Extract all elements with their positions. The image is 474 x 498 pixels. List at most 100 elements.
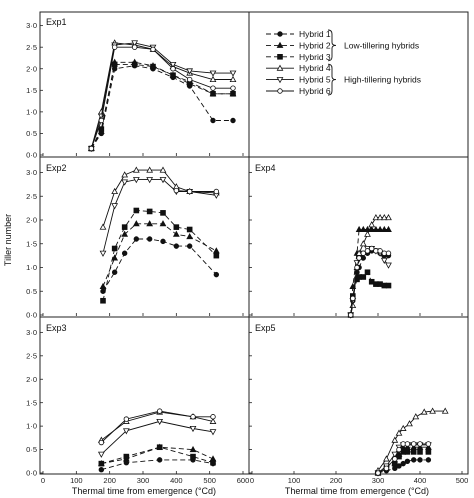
data-point — [348, 312, 354, 318]
data-point — [172, 230, 180, 237]
data-point — [98, 467, 105, 473]
data-point — [229, 70, 237, 77]
data-point — [212, 247, 220, 254]
panel-exp5: Exp5 0 100 200 300 400 500 — [249, 323, 468, 485]
x-tick-label: 100 — [70, 476, 83, 485]
data-point — [385, 262, 392, 269]
series-hybrid-3 — [347, 269, 392, 318]
data-point — [146, 177, 154, 184]
panel-exp4: Exp4 — [249, 163, 463, 319]
x-tick-label: 200 — [103, 476, 116, 485]
series-line — [90, 63, 233, 149]
x-axis-label-right: Thermal time from emergence (°Cd) — [285, 486, 429, 496]
legend-marker — [277, 88, 283, 94]
panel-label: Exp5 — [255, 323, 276, 333]
data-point — [364, 230, 371, 237]
data-point — [173, 243, 180, 249]
grid-frame — [39, 11, 469, 475]
data-point — [111, 269, 118, 275]
series-hybrid-6 — [375, 441, 432, 476]
legend-entry: Hybrid 2 — [299, 40, 331, 50]
data-point — [395, 429, 403, 436]
y-tick-label: 1·0 — [26, 263, 37, 272]
x-tick-label: 400 — [414, 476, 427, 485]
data-point — [230, 90, 236, 97]
data-point — [213, 188, 220, 195]
data-point — [417, 441, 423, 447]
panel-exp1: Exp1 0·0 0·5 1·0 1·5 2·0 2·5 3·0 — [26, 17, 244, 160]
data-point — [123, 416, 130, 422]
data-point — [425, 457, 432, 463]
data-point — [189, 445, 197, 453]
data-point — [404, 458, 411, 464]
data-point — [146, 220, 154, 227]
data-point — [190, 453, 196, 460]
data-point — [111, 44, 118, 50]
y-tick-label: 3·0 — [26, 21, 37, 30]
series-hybrid-4 — [97, 408, 217, 443]
series-hybrid-1 — [100, 236, 220, 294]
data-point — [160, 210, 166, 216]
series-hybrid-6 — [348, 245, 392, 318]
data-point — [380, 213, 388, 221]
legend-entry: Hybrid 1 — [299, 29, 331, 39]
data-point — [372, 213, 380, 221]
data-point — [360, 274, 367, 280]
data-point — [97, 451, 105, 458]
data-point — [123, 453, 130, 460]
data-point — [369, 245, 375, 252]
legend-group-high: High-tillering hybrids — [344, 75, 421, 85]
data-point — [156, 457, 163, 463]
legend-entry: Hybrid 4 — [299, 63, 331, 73]
data-point — [209, 417, 217, 424]
data-point — [359, 240, 367, 247]
data-point — [121, 179, 129, 186]
data-point — [411, 441, 417, 447]
data-point — [391, 436, 399, 443]
y-tick-label: 0·0 — [26, 469, 37, 478]
series-hybrid-1 — [98, 457, 216, 473]
legend-marker — [276, 77, 284, 84]
data-point — [385, 250, 392, 256]
y-tick-label: 2·5 — [26, 351, 37, 360]
data-point — [189, 425, 197, 433]
legend-entry: Hybrid 3 — [299, 52, 331, 62]
data-point — [213, 252, 220, 259]
data-point — [411, 457, 417, 463]
data-point — [420, 408, 428, 415]
data-point — [392, 456, 398, 462]
x-tick-label: 500 — [456, 476, 469, 485]
y-tick-label: 2·0 — [26, 216, 37, 225]
data-point — [230, 117, 236, 124]
data-point — [355, 225, 363, 233]
data-point — [111, 187, 119, 195]
data-point — [98, 460, 105, 467]
panel-label: Exp1 — [46, 17, 67, 27]
y-tick-label: 1·5 — [26, 86, 37, 95]
data-point — [380, 225, 388, 233]
data-point — [98, 439, 105, 446]
series-hybrid-6 — [98, 408, 216, 446]
data-point — [209, 75, 217, 83]
data-point — [132, 166, 140, 173]
data-point — [425, 441, 432, 447]
data-point — [121, 224, 128, 230]
data-point — [170, 72, 176, 79]
series-line — [102, 169, 217, 228]
data-point — [375, 470, 381, 476]
data-point — [210, 90, 216, 97]
y-tick-label: 2·5 — [26, 192, 37, 201]
y-tick-label: 0·0 — [26, 311, 37, 320]
data-point — [131, 40, 139, 47]
data-point — [210, 117, 216, 124]
series-line — [101, 459, 214, 471]
data-point — [210, 85, 216, 91]
data-point — [111, 203, 119, 210]
data-point — [159, 220, 167, 227]
data-point — [131, 61, 138, 68]
data-point — [209, 70, 217, 77]
data-point — [146, 208, 153, 215]
data-point — [360, 250, 366, 256]
data-point — [99, 223, 107, 230]
data-point — [372, 225, 380, 233]
